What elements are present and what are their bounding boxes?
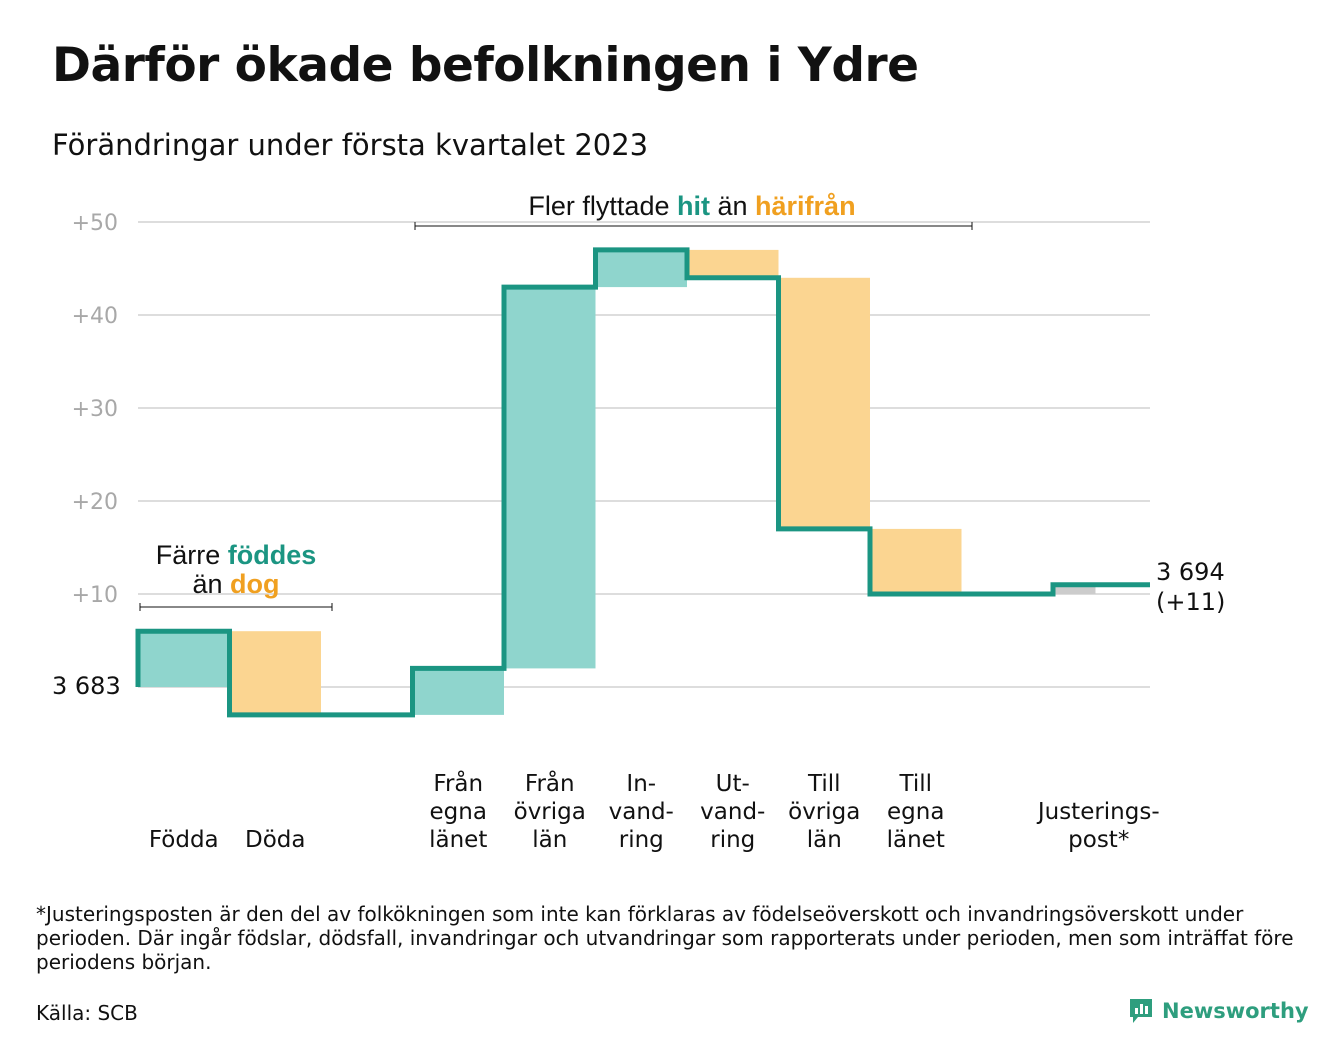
category-label: Från <box>525 769 575 797</box>
category-label: ring <box>619 827 664 853</box>
category-label: övriga <box>788 799 860 825</box>
category-label: län <box>807 827 842 853</box>
category-label: län <box>532 827 567 853</box>
waterfall-bar <box>778 277 870 529</box>
category-label: vand- <box>609 799 674 825</box>
category-labels: Födda DödaFrånegnalänetFrånövrigalänIn-va… <box>149 769 1160 853</box>
waterfall-bar <box>412 668 504 715</box>
y-tick-label: +10 <box>72 583 118 608</box>
grid-lines: +10 +20 +30 +40 +50 <box>72 211 1150 688</box>
category-label: post* <box>1068 827 1129 853</box>
footnote: *Justeringsposten är den del av folkökni… <box>36 902 1294 974</box>
end-change-label: (+11) <box>1156 588 1225 616</box>
y-tick-label: +40 <box>72 304 118 329</box>
source-note: Källa: SCB <box>36 1001 138 1025</box>
category-label: ring <box>710 827 755 853</box>
migration-annotation: Fler flyttade hit än härifrån <box>528 191 855 221</box>
migration-harifran-highlight: härifrån <box>755 191 856 221</box>
newsworthy-logo-icon <box>1130 999 1152 1023</box>
waterfall-chart: +10+20+30+40+50 Födda DödaFrånegnalänetFr… <box>52 191 1225 853</box>
category-label: länet <box>429 827 487 853</box>
step-line-layer <box>135 247 1150 718</box>
category-label: Ut- <box>716 771 750 797</box>
annotations: Färre föddes än dog Fler flyttade hit än… <box>52 191 1225 700</box>
category-label: Döda <box>245 827 305 853</box>
waterfall-bar <box>138 631 230 687</box>
waterfall-bar <box>595 249 687 288</box>
category-label: Födda <box>149 827 219 853</box>
births-annotation-line2: än dog <box>192 569 279 599</box>
category-label: vand- <box>700 799 765 825</box>
y-tick-label: +20 <box>72 490 118 515</box>
brand-name: Newsworthy <box>1162 999 1309 1023</box>
births-annotation-line1: Färre föddes <box>156 540 317 570</box>
waterfall-bar <box>504 287 596 669</box>
category-label: länet <box>887 827 945 853</box>
waterfall-bar <box>870 528 962 594</box>
chart-subtitle: Förändringar under första kvartalet 2023 <box>52 128 649 162</box>
category-label: Till <box>898 771 932 797</box>
category-label: Till <box>807 771 841 797</box>
category-label: egna <box>887 799 944 825</box>
y-tick-label: +30 <box>72 397 118 422</box>
start-value-label: 3 683 <box>52 672 121 700</box>
category-label: Från <box>433 769 483 797</box>
end-value-label: 3 694 <box>1156 558 1225 586</box>
births-highlight: föddes <box>228 540 317 570</box>
waterfall-bar <box>229 631 321 715</box>
deaths-highlight: dog <box>230 569 279 599</box>
chart-title: Därför ökade befolkningen i Ydre <box>52 38 919 93</box>
category-label: Justerings- <box>1036 799 1160 825</box>
y-tick-label: +50 <box>72 211 118 236</box>
step-line <box>135 247 1150 718</box>
category-label: egna <box>430 799 487 825</box>
migration-hit-highlight: hit <box>677 191 710 221</box>
bars <box>138 249 1096 715</box>
brand-logo: Newsworthy <box>1128 997 1309 1025</box>
waterfall-bar <box>687 249 779 278</box>
category-label: övriga <box>514 799 586 825</box>
category-label: In- <box>626 771 656 797</box>
waterfall-bar <box>1054 584 1096 594</box>
